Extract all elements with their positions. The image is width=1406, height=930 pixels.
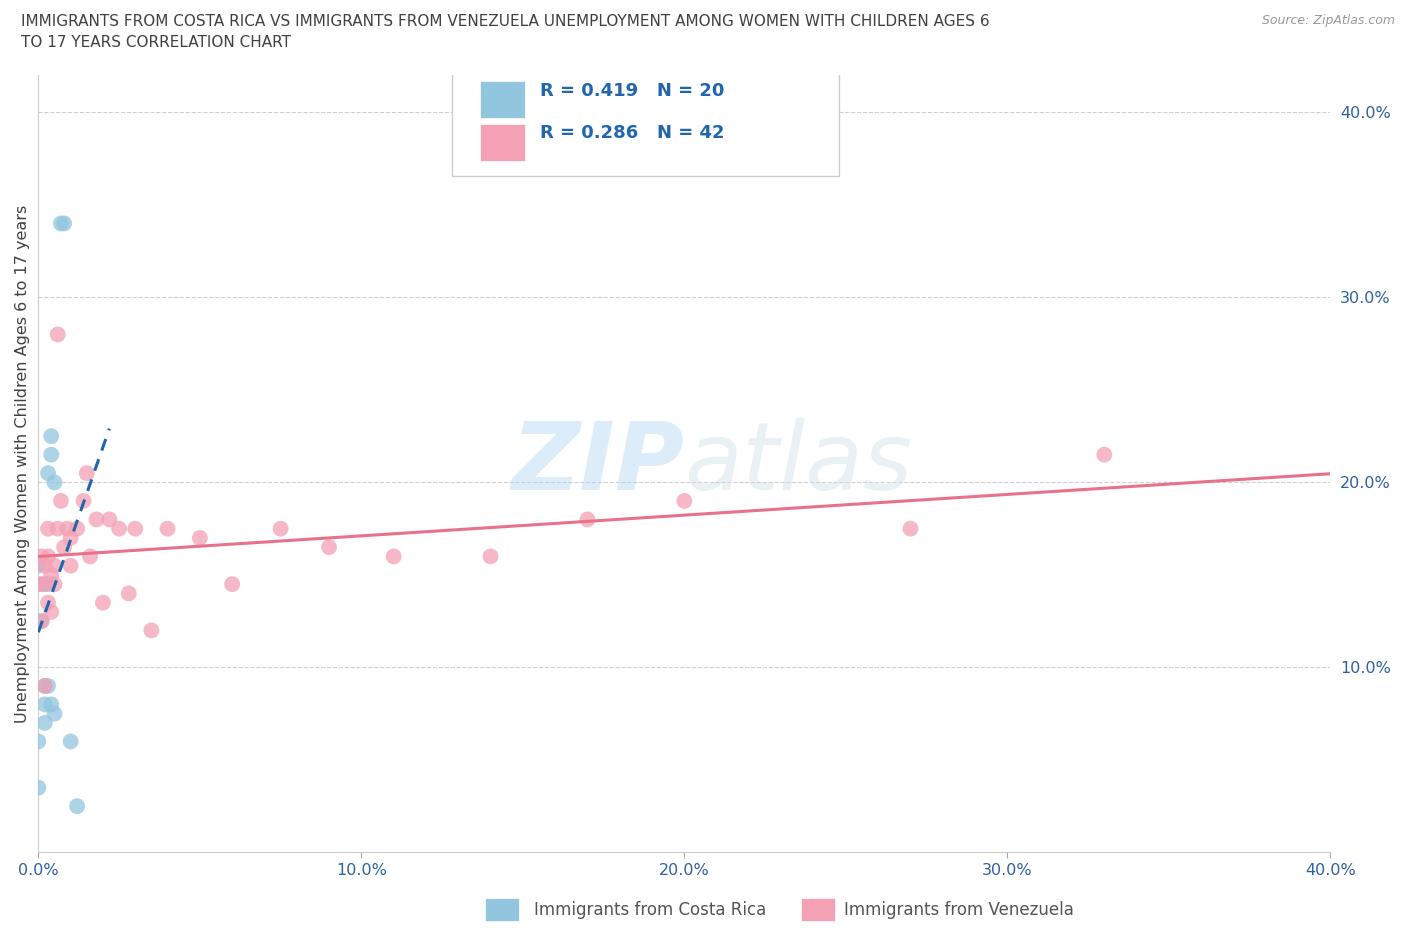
- Point: [44, 706, 66, 721]
- Point: [27, 558, 49, 573]
- Point: [66, 799, 89, 814]
- Point: [156, 521, 179, 536]
- Point: [108, 521, 131, 536]
- Point: [221, 577, 243, 591]
- Point: [49, 494, 72, 509]
- Point: [31, 614, 53, 629]
- Point: [31, 549, 53, 564]
- Point: [34, 679, 56, 694]
- Point: [44, 475, 66, 490]
- Point: [34, 679, 56, 694]
- Text: Immigrants from Venezuela: Immigrants from Venezuela: [844, 900, 1073, 919]
- Point: [37, 679, 59, 694]
- Point: [59, 530, 82, 545]
- Point: [188, 530, 211, 545]
- Point: [37, 595, 59, 610]
- Text: ZIP: ZIP: [512, 418, 685, 510]
- Point: [44, 558, 66, 573]
- Text: Immigrants from Costa Rica: Immigrants from Costa Rica: [534, 900, 766, 919]
- Point: [37, 466, 59, 481]
- Point: [27, 577, 49, 591]
- Point: [37, 577, 59, 591]
- Point: [53, 216, 76, 231]
- Point: [34, 577, 56, 591]
- Point: [37, 549, 59, 564]
- Point: [98, 512, 121, 527]
- FancyBboxPatch shape: [481, 81, 526, 118]
- Point: [34, 715, 56, 730]
- Point: [72, 494, 94, 509]
- Point: [49, 216, 72, 231]
- Point: [34, 697, 56, 711]
- Point: [39, 567, 62, 582]
- Point: [27, 734, 49, 749]
- Point: [39, 604, 62, 619]
- Point: [59, 734, 82, 749]
- Text: atlas: atlas: [685, 418, 912, 510]
- Point: [270, 521, 292, 536]
- Point: [44, 577, 66, 591]
- Point: [900, 521, 922, 536]
- Text: R = 0.419   N = 20: R = 0.419 N = 20: [540, 82, 724, 100]
- Point: [31, 614, 53, 629]
- Point: [37, 521, 59, 536]
- Point: [479, 549, 502, 564]
- Point: [79, 549, 101, 564]
- Point: [318, 539, 340, 554]
- Point: [34, 558, 56, 573]
- Point: [1092, 447, 1115, 462]
- Point: [673, 494, 696, 509]
- Text: IMMIGRANTS FROM COSTA RICA VS IMMIGRANTS FROM VENEZUELA UNEMPLOYMENT AMONG WOMEN: IMMIGRANTS FROM COSTA RICA VS IMMIGRANTS…: [21, 14, 990, 29]
- Point: [39, 697, 62, 711]
- Point: [31, 577, 53, 591]
- Point: [118, 586, 141, 601]
- Point: [46, 521, 69, 536]
- Point: [76, 466, 98, 481]
- Y-axis label: Unemployment Among Women with Children Ages 6 to 17 years: Unemployment Among Women with Children A…: [15, 205, 30, 723]
- Point: [56, 521, 79, 536]
- Point: [39, 447, 62, 462]
- Point: [66, 521, 89, 536]
- Point: [39, 429, 62, 444]
- Point: [59, 558, 82, 573]
- Point: [124, 521, 146, 536]
- Point: [91, 595, 114, 610]
- Text: Source: ZipAtlas.com: Source: ZipAtlas.com: [1261, 14, 1395, 27]
- Point: [53, 539, 76, 554]
- FancyBboxPatch shape: [451, 60, 839, 177]
- Text: TO 17 YEARS CORRELATION CHART: TO 17 YEARS CORRELATION CHART: [21, 35, 291, 50]
- Point: [382, 549, 405, 564]
- Point: [27, 780, 49, 795]
- Point: [576, 512, 599, 527]
- Point: [86, 512, 108, 527]
- FancyBboxPatch shape: [481, 124, 526, 161]
- Text: R = 0.286   N = 42: R = 0.286 N = 42: [540, 125, 724, 142]
- Point: [141, 623, 163, 638]
- Point: [46, 327, 69, 342]
